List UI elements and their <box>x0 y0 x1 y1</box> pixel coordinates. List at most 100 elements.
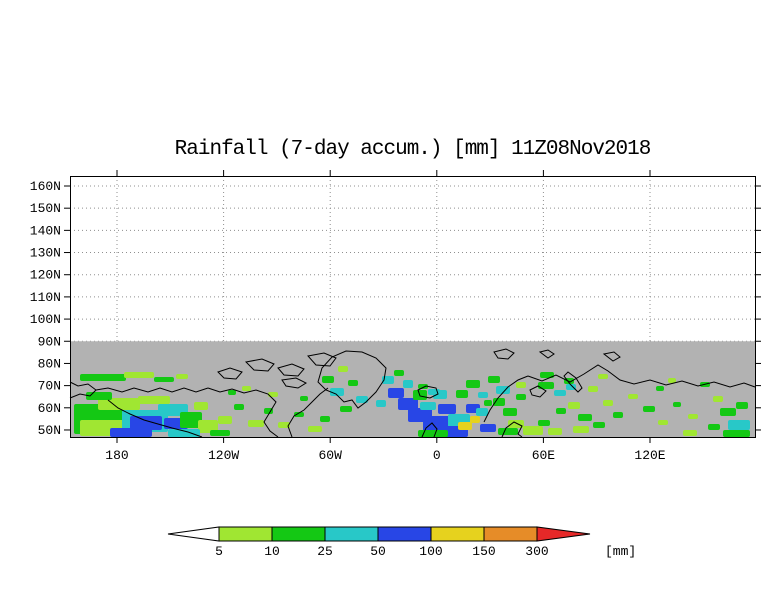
rain-cell <box>340 406 352 412</box>
rain-cell <box>516 382 526 388</box>
coastline <box>527 364 756 388</box>
rain-cell <box>723 430 750 437</box>
rain-cell <box>538 382 554 389</box>
x-tick-label: 120E <box>634 448 665 463</box>
rain-cell <box>294 412 304 417</box>
rain-cell <box>176 374 188 379</box>
rain-cell <box>573 426 589 433</box>
colorbar-over-arrow <box>536 526 591 542</box>
rain-cell <box>168 429 200 437</box>
colorbar-segment <box>430 526 485 542</box>
coastline <box>207 387 279 438</box>
rain-cell <box>508 420 524 428</box>
rain-cell <box>300 396 308 401</box>
rain-cell <box>683 430 697 436</box>
rain-cell <box>80 374 126 381</box>
coastline <box>602 351 621 362</box>
rain-cell <box>320 416 330 422</box>
rain-cell <box>394 370 404 376</box>
rain-cell <box>480 424 496 432</box>
rain-cell <box>268 392 278 397</box>
y-tick-label: 110N <box>30 290 61 305</box>
rain-cell <box>643 406 655 412</box>
coastline <box>287 387 329 438</box>
colorbar-level-label: 25 <box>317 544 333 559</box>
rain-cell <box>338 366 348 372</box>
plot-title: Rainfall (7-day accum.) [mm] 11Z08Nov201… <box>174 138 652 161</box>
x-tick-label: 60W <box>318 448 342 463</box>
rain-cell <box>388 388 404 398</box>
rain-cell <box>628 394 638 399</box>
rain-cell <box>376 400 386 407</box>
rain-cell <box>382 376 394 384</box>
rain-cell <box>498 428 518 435</box>
rain-cell <box>420 402 436 410</box>
rain-cell <box>356 396 368 403</box>
coastline <box>417 385 439 399</box>
rain-cell <box>588 386 598 392</box>
y-tick-label: 70N <box>38 379 61 394</box>
coastline <box>501 421 523 438</box>
rain-cell <box>476 408 488 416</box>
colorbar <box>167 526 591 542</box>
coastline <box>529 385 547 398</box>
rain-cell <box>548 428 562 435</box>
colorbar-level-label: 5 <box>215 544 223 559</box>
rain-cell <box>556 408 566 414</box>
rain-cell <box>478 392 488 398</box>
rain-cell <box>688 414 698 419</box>
x-tick-label: 0 <box>433 448 441 463</box>
rain-cell <box>154 377 174 382</box>
colorbar-segment <box>324 526 379 542</box>
rain-cell <box>728 420 750 430</box>
y-tick-label: 80N <box>38 356 61 371</box>
rain-cell <box>578 414 592 421</box>
coastline <box>421 422 438 438</box>
rain-cell <box>194 402 208 410</box>
coastline <box>493 348 515 360</box>
coastlines <box>69 348 756 438</box>
colorbar-segment <box>218 526 273 542</box>
rain-cell <box>308 426 322 432</box>
coastline <box>563 371 583 393</box>
colorbar-level-label: 10 <box>264 544 280 559</box>
rain-cell <box>538 420 550 426</box>
x-tick-label: 60E <box>532 448 556 463</box>
rain-cell <box>466 380 480 388</box>
y-tick-label: 60N <box>38 401 61 416</box>
coastline <box>277 363 305 377</box>
rain-cell <box>438 404 456 414</box>
rain-cell <box>523 426 543 435</box>
rain-cell <box>418 430 448 437</box>
colorbar-labels: 5 10 25 50 100 150 300 [mm] <box>215 544 636 559</box>
coastline <box>107 399 203 438</box>
rain-cell <box>613 412 623 418</box>
coastline <box>217 367 243 380</box>
rain-cell <box>656 386 664 391</box>
colorbar-segment <box>483 526 538 542</box>
axis-labels: 160N 150N 140N 130N 120N 110N 100N 90N 80N 70N 60N… <box>30 179 666 463</box>
y-tick-label: 160N <box>30 179 61 194</box>
y-tick-label: 50N <box>38 423 61 438</box>
colorbar-level-label: 50 <box>370 544 386 559</box>
colorbar-unit-label: [mm] <box>605 544 636 559</box>
rain-cell <box>713 396 723 402</box>
rain-cell <box>242 386 251 391</box>
rain-cell <box>554 390 566 396</box>
rain-fill-layer <box>74 366 750 437</box>
rain-cell <box>264 408 273 414</box>
rain-cell <box>130 416 162 430</box>
rain-cell <box>210 430 230 436</box>
rain-cell <box>673 402 681 407</box>
coastline <box>317 350 387 409</box>
rain-cell <box>138 396 170 404</box>
rain-cell <box>110 428 152 437</box>
colorbar-level-label: 150 <box>472 544 495 559</box>
rain-cell <box>330 388 344 396</box>
rain-cell <box>503 408 517 416</box>
coastline <box>244 358 275 372</box>
rain-cell <box>708 424 720 430</box>
rain-cell <box>234 404 244 410</box>
rain-cell <box>516 394 526 400</box>
